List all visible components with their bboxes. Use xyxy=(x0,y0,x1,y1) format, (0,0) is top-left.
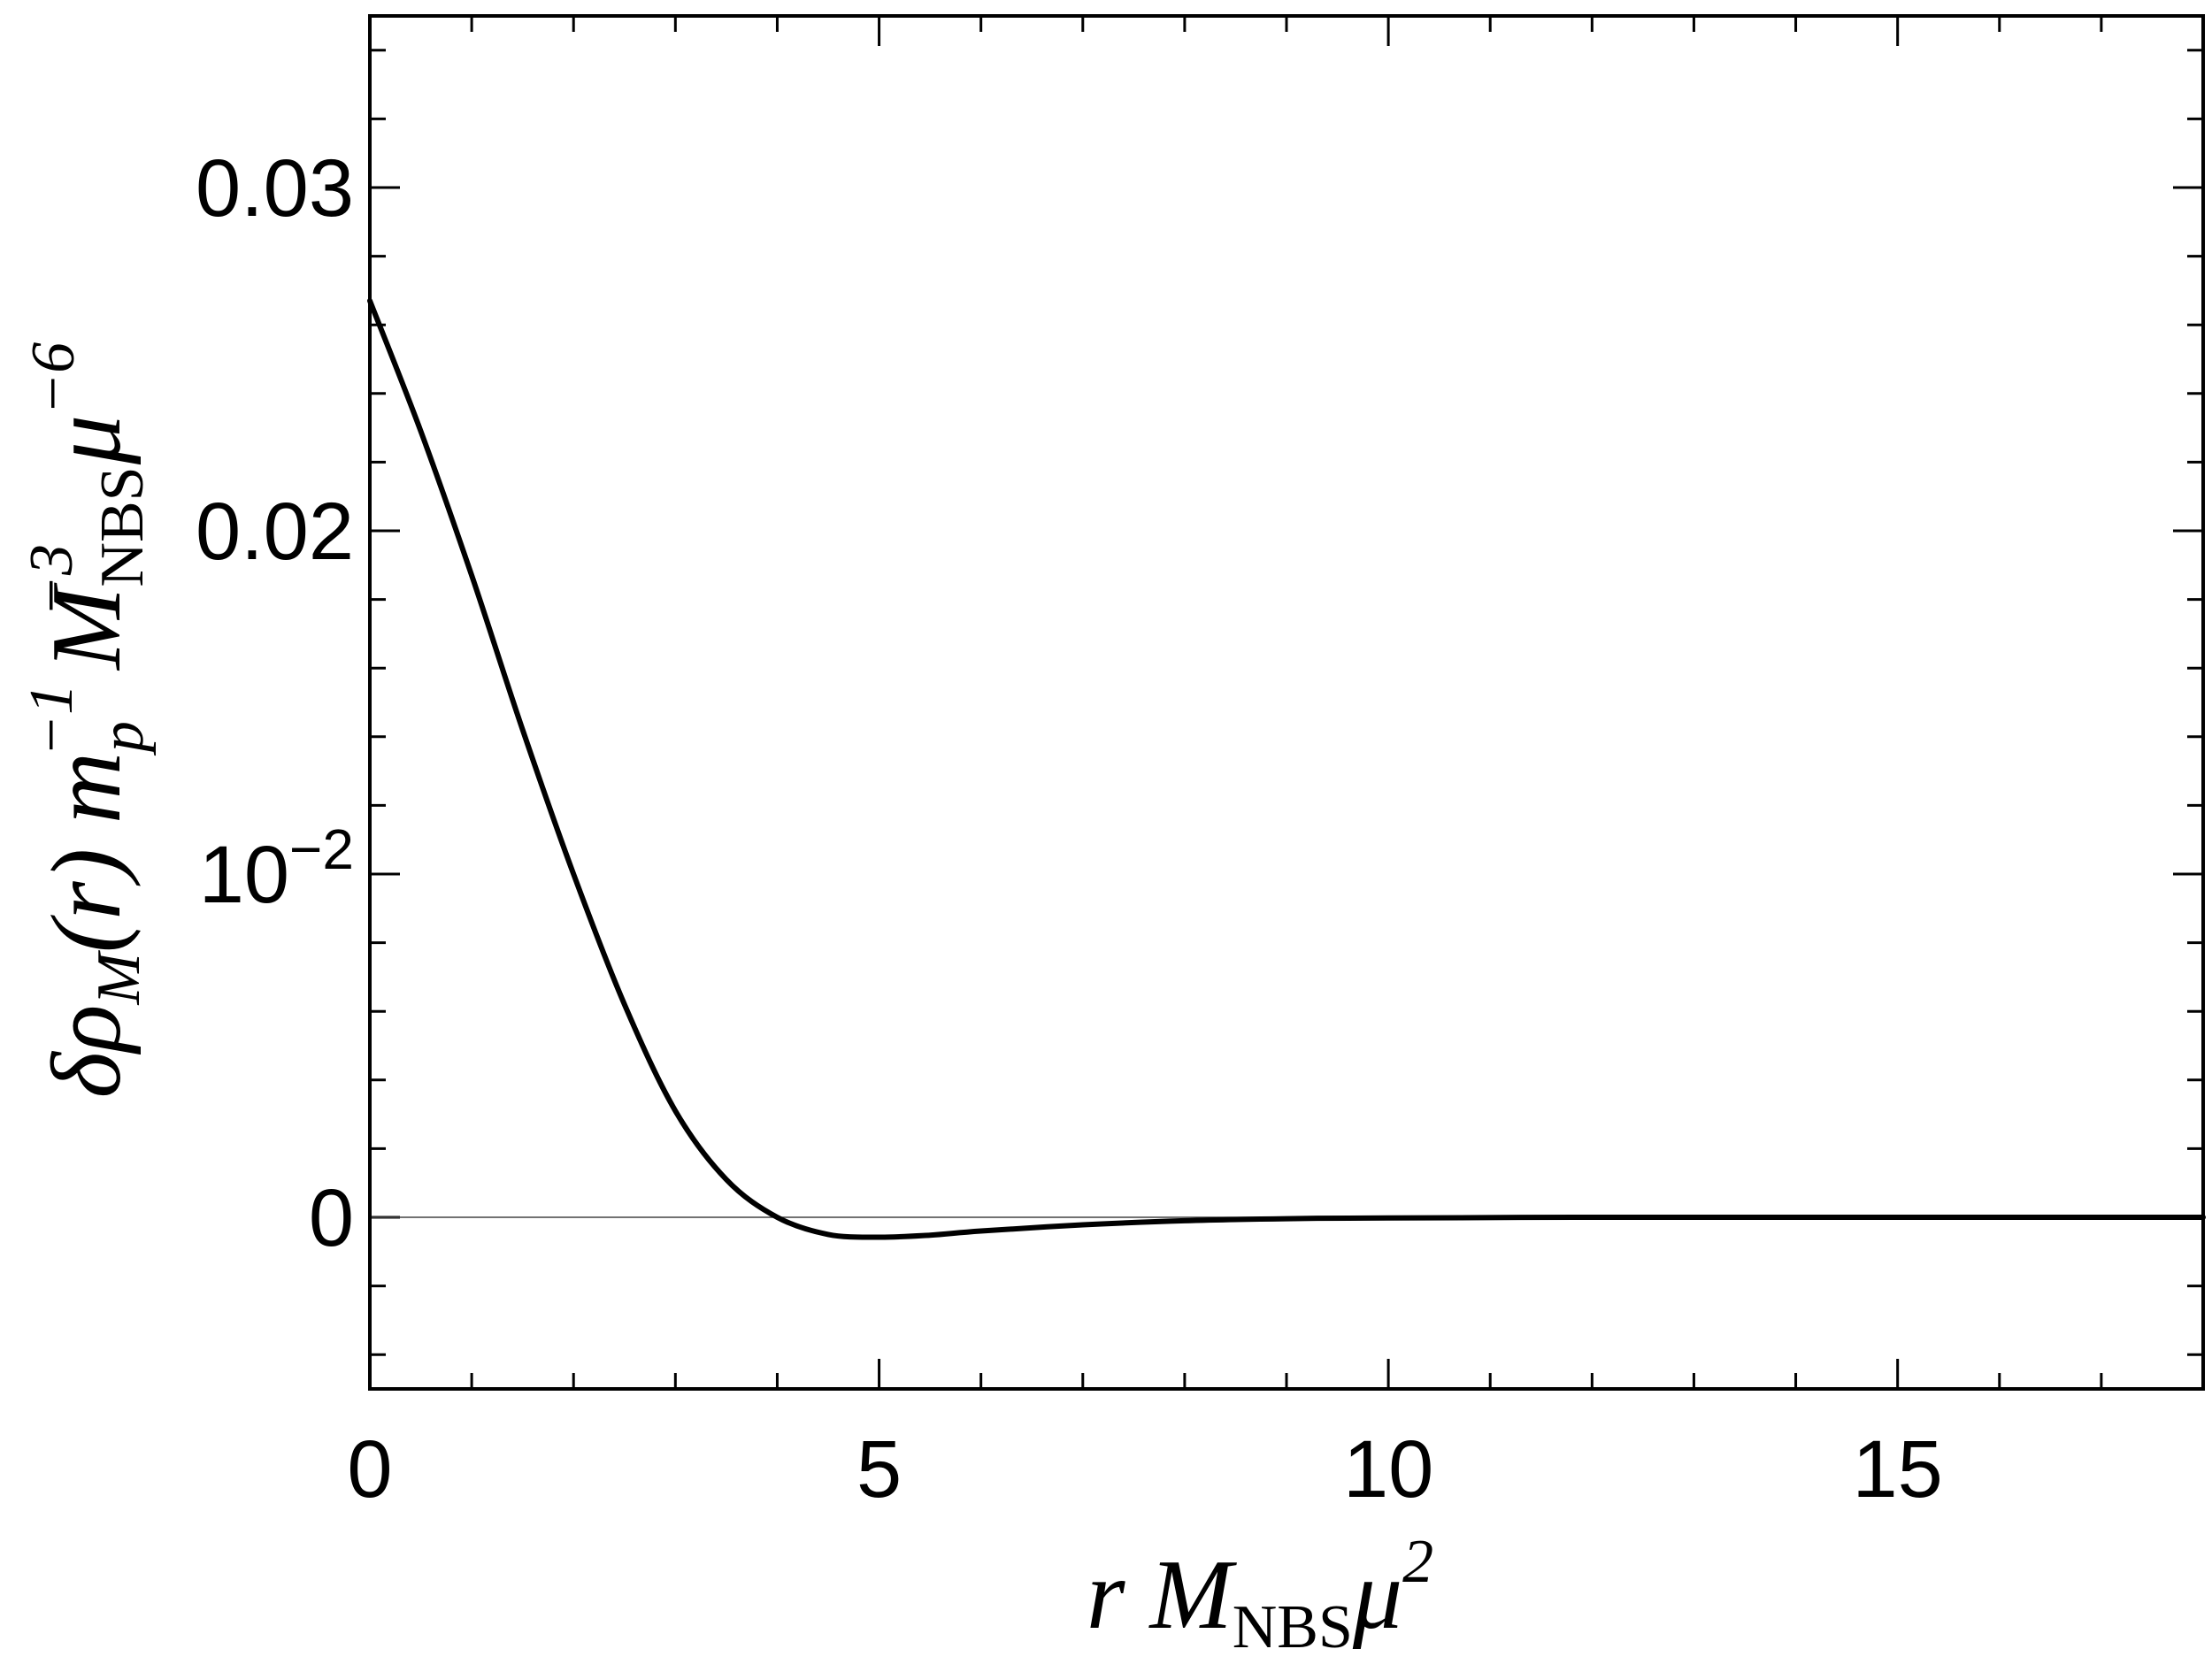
y-axis-title: δρM(r) mp−1MNBS−3μ−6 xyxy=(18,342,157,1099)
y-tick-label: 0.02 xyxy=(196,487,354,577)
x-tick-labels: 0 5 10 15 xyxy=(347,1424,1942,1515)
x-axis-title-tail: μ xyxy=(1352,1540,1402,1650)
x-axis-title: r MNBSμ2 xyxy=(1087,1528,1433,1661)
y-axis-title-sup2: −1 xyxy=(18,684,86,756)
y-tick-label: 10−2 xyxy=(199,817,354,920)
y-axis-title-part3: M xyxy=(32,582,142,671)
y-tick-label: 0.03 xyxy=(196,143,354,234)
y-tick-labels: 0 10−2 0.02 0.03 xyxy=(196,143,354,1263)
y-axis-title-part1: δρ xyxy=(32,1004,142,1098)
x-axis-title-base: r M xyxy=(1087,1540,1238,1650)
plot-frame xyxy=(368,14,2205,1391)
x-tick-label: 15 xyxy=(1852,1424,1942,1515)
y-axis-title-part4: μ xyxy=(32,415,142,465)
y-axis-title-sub3: NBS xyxy=(88,466,157,587)
y-axis-title-sub2: p xyxy=(88,721,157,756)
y-axis-title-sup4: −6 xyxy=(19,342,88,415)
x-tick-label: 10 xyxy=(1343,1424,1433,1515)
series-line xyxy=(367,298,2206,1240)
x-axis-title-sub: NBS xyxy=(1233,1593,1353,1661)
x-axis-title-sup: 2 xyxy=(1402,1528,1433,1596)
x-tick-label: 5 xyxy=(856,1424,902,1515)
x-tick-label: 0 xyxy=(347,1424,392,1515)
y-axis-title-part2: (r) m xyxy=(32,752,142,953)
major-ticks xyxy=(368,16,2203,1389)
minor-ticks xyxy=(370,16,2205,1389)
series-layer xyxy=(367,298,2206,1240)
y-axis-title-sub1: M xyxy=(85,949,153,1005)
y-axis-title-sup3: −3 xyxy=(18,544,86,617)
y-tick-label: 0 xyxy=(309,1173,354,1263)
